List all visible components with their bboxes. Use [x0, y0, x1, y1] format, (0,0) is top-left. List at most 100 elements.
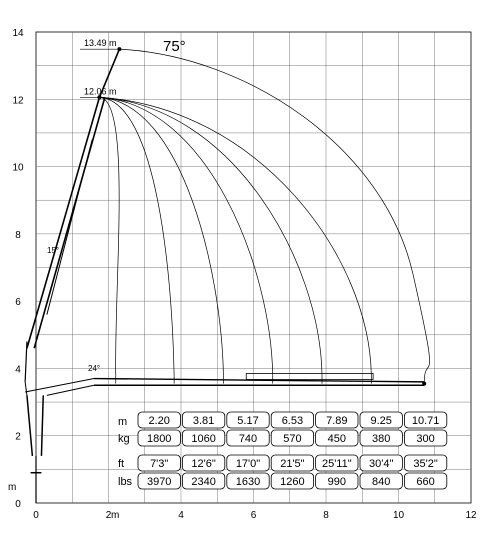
- load-value: 2340: [191, 476, 215, 488]
- reach-value: 7'3": [150, 458, 168, 470]
- x-tick-label: 8: [323, 510, 329, 521]
- table-cell: [403, 411, 448, 429]
- load-value: 840: [372, 476, 390, 488]
- table-cell: [226, 472, 270, 490]
- table-cell: [270, 454, 315, 472]
- envelope-outer-arc: [119, 48, 430, 384]
- x-tick-label: 0: [33, 510, 39, 521]
- y-tick-label: 4: [15, 364, 21, 375]
- table-cell: [403, 472, 448, 490]
- lower-arm: [24, 341, 28, 382]
- table-cell: [181, 429, 226, 447]
- reach-envelope-curves: [99, 48, 430, 384]
- y-tick-label: 6: [15, 297, 21, 308]
- second-angle-label: 24°: [88, 364, 100, 373]
- y-tick-label: 14: [12, 28, 24, 39]
- reach-value: 35'2": [413, 458, 437, 470]
- y-tick-label: 12: [12, 95, 24, 106]
- table-cell: [226, 454, 270, 472]
- arm-link: [25, 378, 95, 393]
- load-value: 660: [416, 476, 434, 488]
- imperial-unit-lbs: lbs: [118, 476, 133, 488]
- envelope-curve: [99, 96, 323, 376]
- reach-value: 2.20: [148, 415, 169, 427]
- imperial-load-table: 7'3" 12'6" 17'0" 21'5" 25'11" 30'4" 35'2" 3970 2…: [137, 454, 448, 490]
- max-angle-label: 75°: [163, 38, 186, 55]
- envelope-curve: [99, 96, 120, 376]
- y-axis-unit-label: m: [8, 482, 16, 493]
- load-value: 300: [416, 433, 434, 445]
- reach-value: 6.53: [282, 415, 303, 427]
- horizontal-tip-marker: [422, 381, 427, 386]
- low-angle-label: 15°: [47, 246, 59, 255]
- table-cell: [315, 429, 359, 447]
- reach-value: 9.25: [370, 415, 391, 427]
- load-value: 990: [328, 476, 346, 488]
- load-value: 1800: [147, 433, 171, 445]
- table-cell: [137, 411, 181, 429]
- extension-section: [245, 373, 374, 380]
- load-value: 570: [283, 433, 301, 445]
- table-cell: [137, 472, 181, 490]
- y-tick-label: 2: [15, 432, 21, 443]
- table-cell: [270, 429, 315, 447]
- x-tick-label: 6: [251, 510, 257, 521]
- table-cell: [403, 429, 448, 447]
- reach-value: 21'5": [280, 458, 304, 470]
- table-cell: [181, 472, 226, 490]
- load-value: 740: [239, 433, 257, 445]
- boom-raised-inner: [33, 97, 106, 349]
- table-cell: [181, 411, 226, 429]
- table-cell: [270, 411, 315, 429]
- reach-value: 3.81: [193, 415, 214, 427]
- imperial-unit-ft: ft: [118, 458, 124, 470]
- reach-value: 25'11": [322, 458, 352, 470]
- metric-unit-kg: kg: [118, 433, 130, 445]
- x-axis-unit-label: m: [111, 510, 119, 521]
- load-value: 1260: [280, 476, 304, 488]
- y-tick-label: 0: [15, 499, 21, 510]
- boom-raised-outer: [26, 97, 101, 349]
- boom-horizontal-top: [93, 377, 425, 383]
- table-cell: [226, 429, 270, 447]
- envelope-curve: [99, 96, 175, 376]
- table-cell: [359, 411, 403, 429]
- table-cell: [137, 429, 181, 447]
- reach-value: 5.17: [237, 415, 258, 427]
- x-tick-label: 10: [393, 510, 405, 521]
- load-value: 450: [328, 433, 346, 445]
- table-cell: [359, 472, 403, 490]
- reach-value: 17'0": [236, 458, 260, 470]
- envelope-curve: [99, 96, 224, 376]
- load-value: 3970: [147, 476, 171, 488]
- column-head: [24, 381, 28, 396]
- boom-cylinder: [46, 139, 93, 315]
- load-value: 1630: [236, 476, 260, 488]
- reach-value: 12'6": [191, 458, 215, 470]
- metric-load-table: 2.20 3.81 5.17 6.53 7.89 9.25 10.71 1800 1060 740…: [137, 411, 448, 447]
- table-cell: [403, 454, 448, 472]
- reach-value: 7.89: [326, 415, 347, 427]
- y-tick-label: 10: [12, 163, 24, 174]
- load-value: 1060: [191, 433, 215, 445]
- axis-tick-labels: 0 2 4 6 8 10 12 0 2 4 6 8 10 12 14: [12, 28, 477, 521]
- column-left: [26, 395, 34, 456]
- table-cell: [359, 454, 403, 472]
- envelope-curve: [99, 96, 372, 376]
- reach-value: 10.71: [412, 415, 440, 427]
- table-cell: [315, 454, 359, 472]
- height-label-second: 12.06 m: [84, 86, 117, 96]
- table-cell: [137, 454, 181, 472]
- x-tick-label: 4: [178, 510, 184, 521]
- metric-unit-m: m: [118, 416, 127, 428]
- column-right: [40, 395, 44, 456]
- crane-boom-drawing: [24, 47, 427, 503]
- reach-value: 30'4": [369, 458, 393, 470]
- boom-horizontal-cylinder: [46, 384, 95, 396]
- table-cell: [181, 454, 226, 472]
- table-cell: [315, 411, 359, 429]
- table-cell: [226, 411, 270, 429]
- table-cell: [315, 472, 359, 490]
- load-value: 380: [372, 433, 390, 445]
